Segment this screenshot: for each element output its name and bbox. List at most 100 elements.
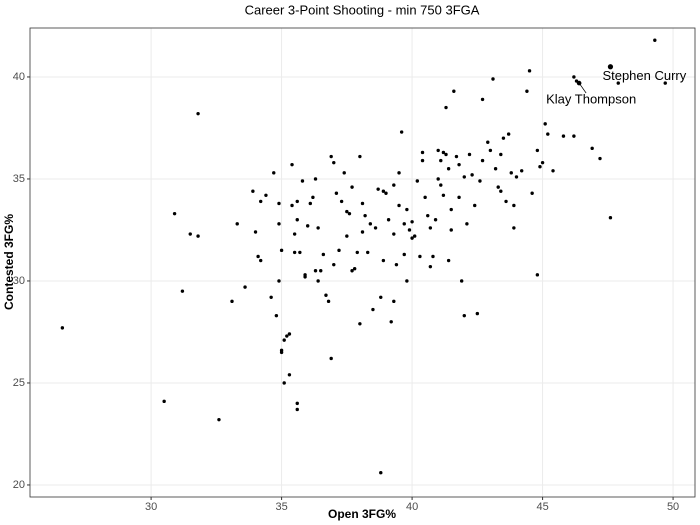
point: [251, 189, 255, 193]
y-tick-label: 25: [13, 377, 25, 389]
point: [282, 381, 286, 385]
point: [243, 285, 247, 289]
point: [436, 177, 440, 181]
point: [360, 230, 365, 234]
point: [196, 111, 200, 116]
point: [279, 350, 284, 355]
point: [321, 252, 326, 257]
point: [172, 211, 177, 216]
point: [386, 218, 391, 222]
point: [452, 89, 456, 93]
point: [277, 201, 281, 206]
point: [259, 258, 263, 263]
point: [478, 179, 482, 183]
point: [493, 167, 498, 171]
point: [535, 148, 540, 153]
point: [345, 209, 349, 214]
annotation: Stephen Curry: [602, 68, 686, 83]
point: [360, 201, 365, 206]
point: [316, 279, 320, 283]
point: [475, 311, 480, 316]
point: [358, 154, 362, 159]
point: [389, 320, 393, 324]
point: [329, 154, 333, 159]
point: [379, 471, 383, 475]
point: [279, 248, 284, 253]
point: [342, 171, 346, 175]
point: [499, 152, 503, 157]
point: [449, 228, 453, 232]
point: [347, 211, 352, 216]
x-tick-label: 35: [275, 501, 287, 513]
point: [313, 177, 318, 181]
point: [274, 313, 279, 318]
point: [598, 156, 602, 161]
point: [501, 136, 506, 140]
point: [436, 148, 440, 153]
point: [305, 224, 310, 228]
point: [285, 334, 289, 338]
point: [217, 417, 221, 422]
point: [467, 152, 472, 157]
point: [446, 258, 451, 263]
point: [444, 152, 448, 157]
point: [420, 158, 425, 163]
point: [326, 299, 331, 304]
y-tick-label: 30: [13, 275, 25, 287]
point: [352, 267, 357, 271]
point: [486, 140, 490, 144]
point: [235, 222, 239, 226]
point: [287, 332, 292, 336]
point: [300, 179, 305, 183]
point: [572, 75, 576, 79]
point: [355, 250, 359, 255]
point: [329, 356, 333, 361]
point: [546, 132, 550, 136]
point: [392, 299, 396, 304]
point: [381, 258, 386, 263]
point: [480, 158, 485, 163]
point: [428, 226, 433, 230]
point: [381, 189, 386, 193]
point: [368, 222, 373, 226]
point: [496, 185, 500, 189]
point: [402, 222, 406, 226]
point: [462, 313, 466, 318]
point: [446, 167, 451, 171]
point: [316, 226, 320, 230]
point: [358, 322, 362, 326]
point: [561, 134, 566, 138]
point: [420, 150, 425, 155]
point: [332, 262, 336, 267]
x-tick-label: 50: [667, 501, 679, 513]
point: [363, 213, 367, 218]
point: [196, 234, 200, 238]
point: [462, 175, 466, 179]
point: [324, 293, 328, 297]
point: [269, 295, 273, 299]
point: [428, 264, 433, 269]
point: [423, 195, 427, 200]
point: [590, 146, 594, 151]
point: [162, 399, 166, 404]
panel-border: [29, 27, 696, 498]
point: [371, 307, 375, 312]
point: [459, 279, 464, 283]
point: [653, 38, 657, 42]
point: [298, 250, 302, 255]
point: [319, 269, 323, 273]
point: [290, 203, 294, 208]
x-tick-label: 45: [536, 501, 548, 513]
point: [433, 218, 438, 222]
annotation-leader: [578, 82, 587, 94]
point: [470, 173, 474, 177]
point: [397, 171, 401, 175]
point: [295, 407, 299, 412]
point: [512, 203, 516, 208]
point: [180, 289, 185, 293]
point: [441, 193, 446, 197]
y-axis-label: Contested 3FG%: [2, 214, 16, 310]
point: [525, 89, 529, 93]
point: [392, 232, 396, 236]
